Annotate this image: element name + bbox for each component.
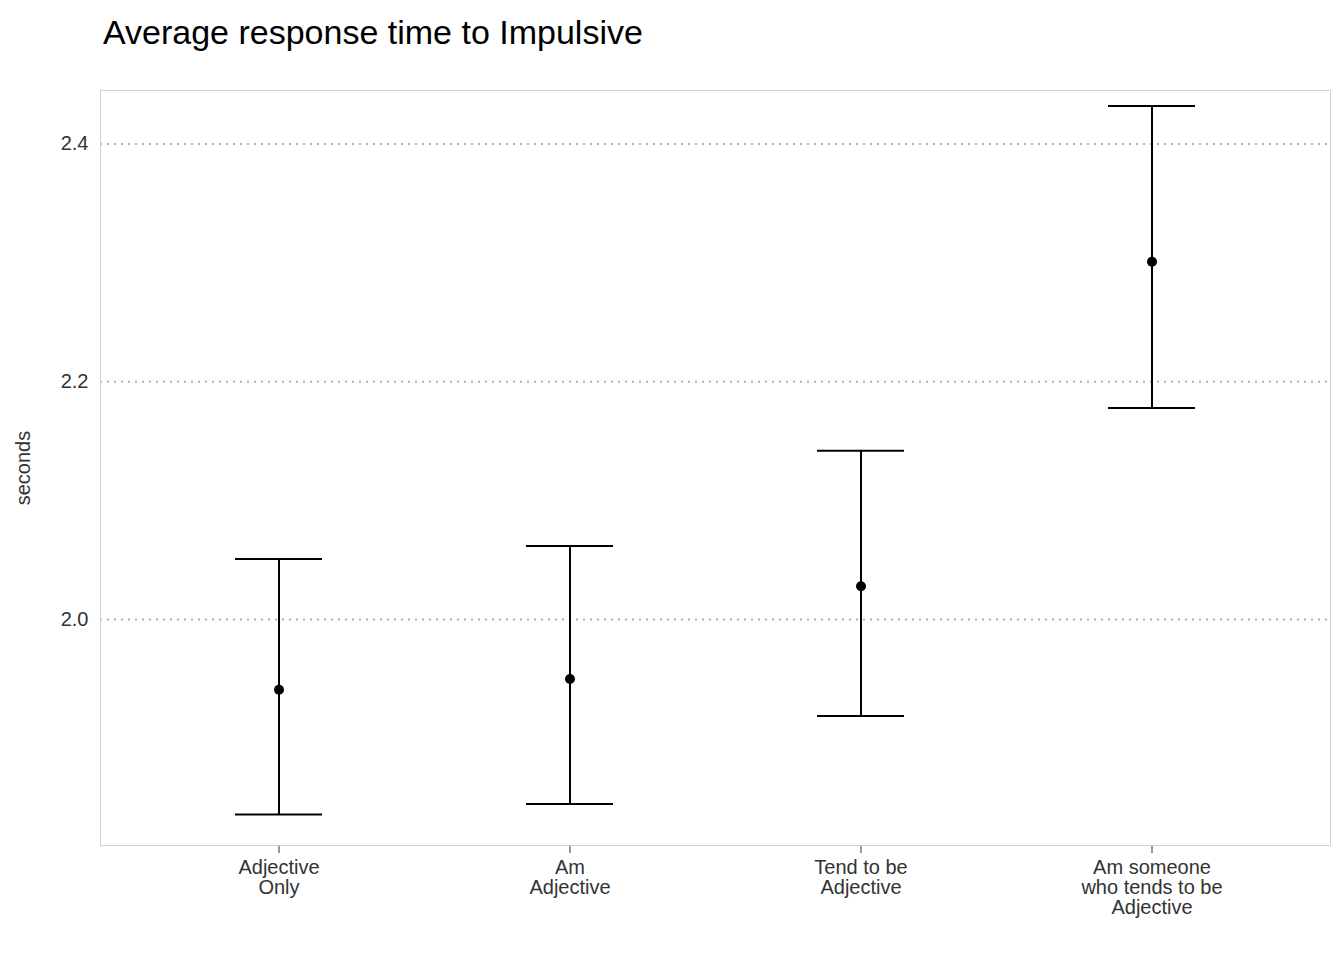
svg-text:Am someonewho tends to beAdjec: Am someonewho tends to beAdjective — [1080, 856, 1222, 918]
svg-text:AmAdjective: AmAdjective — [529, 856, 610, 898]
svg-text:2.0: 2.0 — [61, 608, 89, 630]
svg-text:2.4: 2.4 — [61, 132, 89, 154]
svg-text:AdjectiveOnly: AdjectiveOnly — [238, 856, 319, 898]
svg-text:Tend to beAdjective: Tend to beAdjective — [814, 856, 907, 898]
svg-text:2.2: 2.2 — [61, 370, 89, 392]
svg-text:seconds: seconds — [12, 431, 34, 506]
html-text:Average response time to Impul: Average response time to Impulsive — [103, 13, 643, 51]
